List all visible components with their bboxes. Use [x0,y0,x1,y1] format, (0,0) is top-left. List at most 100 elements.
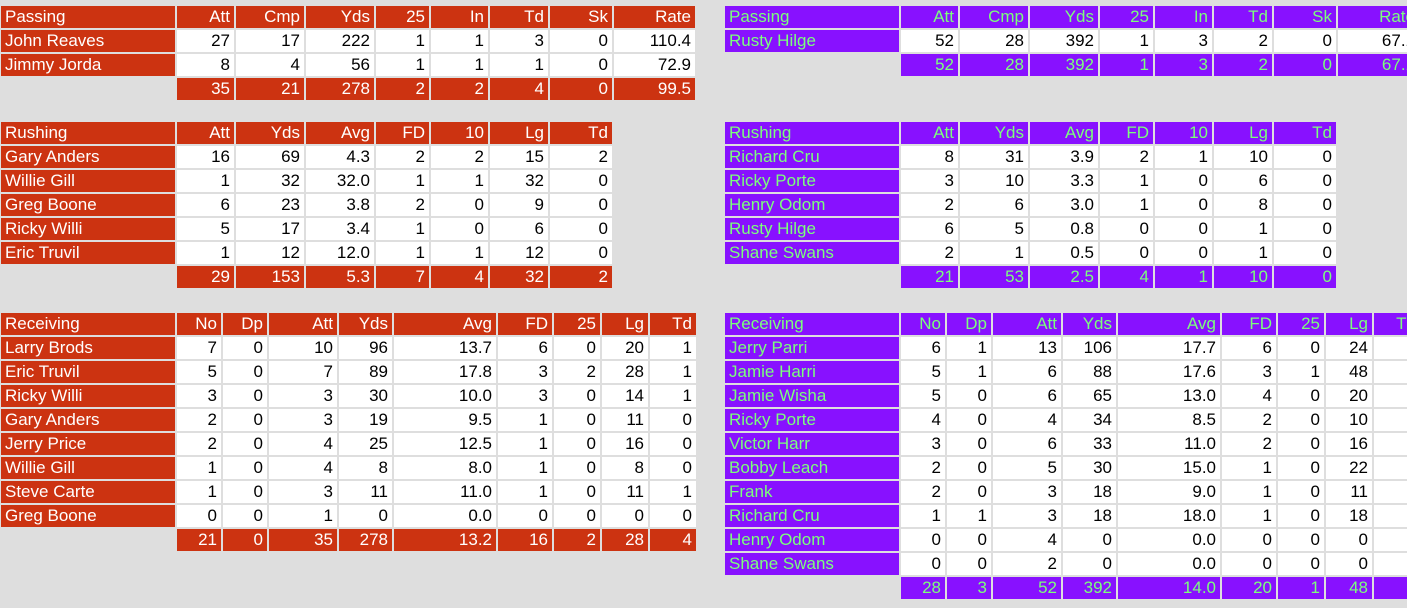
stat-cell: 106 [1063,337,1116,359]
column-header: No [177,313,221,335]
stat-cell: 3 [177,385,221,407]
stat-cell: 31 [960,146,1028,168]
column-header: Cmp [960,6,1028,28]
column-header: Att [901,6,958,28]
stat-cell: 1 [177,170,234,192]
stat-cell: 3 [269,385,337,407]
player-name: Shane Swans [725,553,899,575]
stat-cell: 2 [177,433,221,455]
player-name: Eric Truvil [1,242,175,264]
column-header: Att [993,313,1061,335]
stat-cell: 0 [554,433,600,455]
player-name: Ricky Porte [725,170,899,192]
stat-cell: 0 [947,385,991,407]
totals-spacer [725,266,899,288]
stat-cell: 10 [1214,146,1272,168]
stat-cell: 4 [993,409,1061,431]
stat-cell: 5 [993,457,1061,479]
column-header: Lg [1214,122,1272,144]
total-cell: 0 [223,529,267,551]
stat-cell: 2 [901,242,958,264]
column-header: Cmp [236,6,304,28]
stat-cell: 0 [554,409,600,431]
stat-cell: 0 [498,505,552,527]
total-cell: 153 [236,266,304,288]
stat-cell: 6 [490,218,548,240]
stat-cell: 1 [498,481,552,503]
total-cell: 3 [1155,54,1212,76]
stat-cell: 0 [1374,481,1407,503]
stat-cell: 1 [431,54,488,76]
stat-cell: 32 [236,170,304,192]
player-name: Steve Carte [1,481,175,503]
column-header: Td [490,6,548,28]
stat-cell: 2 [901,194,958,216]
stat-cell: 6 [993,433,1061,455]
stat-cell: 0 [554,457,600,479]
section-title: Rushing [725,122,899,144]
stat-cell: 0 [947,553,991,575]
stat-cell: 1 [1222,481,1276,503]
stat-cell: 1 [650,481,696,503]
total-cell: 99.5 [614,78,695,100]
stat-cell: 110.4 [614,30,695,52]
stat-cell: 9 [490,194,548,216]
player-name: Willie Gill [1,170,175,192]
column-header: Dp [223,313,267,335]
total-cell: 53 [960,266,1028,288]
stat-cell: 3 [269,409,337,431]
stat-cell: 0 [223,505,267,527]
stat-cell: 0 [177,505,221,527]
column-header: Att [901,122,958,144]
stat-cell: 0 [1100,242,1153,264]
stat-cell: 0 [1278,481,1324,503]
column-header: 25 [376,6,429,28]
stat-cell: 24 [1326,337,1372,359]
stat-cell: 0 [1278,433,1324,455]
column-header: Yds [1030,6,1098,28]
total-cell: 7 [376,266,429,288]
stat-cell: 1 [177,242,234,264]
stat-cell: 4 [1222,385,1276,407]
stat-cell: 1 [498,433,552,455]
stat-cell: 6 [498,337,552,359]
stat-cell: 3 [490,30,548,52]
stat-cell: 11 [602,409,648,431]
total-cell: 2 [376,78,429,100]
totals-spacer [1,529,175,551]
stat-cell: 0 [1274,170,1336,192]
player-name: Jimmy Jorda [1,54,175,76]
stat-cell: 11 [339,481,392,503]
stat-cell: 0 [1278,457,1324,479]
stat-cell: 0.5 [1030,242,1098,264]
column-header: Td [1274,122,1336,144]
stat-cell: 17.8 [394,361,496,383]
stat-cell: 1 [1278,361,1324,383]
stat-cell: 1 [1100,194,1153,216]
stat-cell: 2 [993,553,1061,575]
player-name: Rusty Hilge [725,218,899,240]
stat-cell: 0 [554,481,600,503]
player-name: Greg Boone [1,505,175,527]
stat-cell: 0 [650,409,696,431]
stat-cell: 1 [431,242,488,264]
stat-cell: 19 [339,409,392,431]
stat-cell: 0 [650,457,696,479]
stat-cell: 3 [901,433,945,455]
stat-cell: 1 [1155,146,1212,168]
stat-cell: 20 [602,337,648,359]
stat-cell: 3 [993,481,1061,503]
stat-cell: 18 [1063,505,1116,527]
stat-cell: 0 [1155,170,1212,192]
total-cell: 392 [1030,54,1098,76]
stat-cell: 25 [339,433,392,455]
stat-cell: 28 [602,361,648,383]
stat-cell: 0 [223,385,267,407]
stat-cell: 1 [177,457,221,479]
stat-cell: 16 [602,433,648,455]
stat-cell: 0 [339,505,392,527]
stat-cell: 18.0 [1118,505,1220,527]
stat-cell: 0 [1278,529,1324,551]
stat-cell: 17.6 [1118,361,1220,383]
player-name: Gary Anders [1,146,175,168]
